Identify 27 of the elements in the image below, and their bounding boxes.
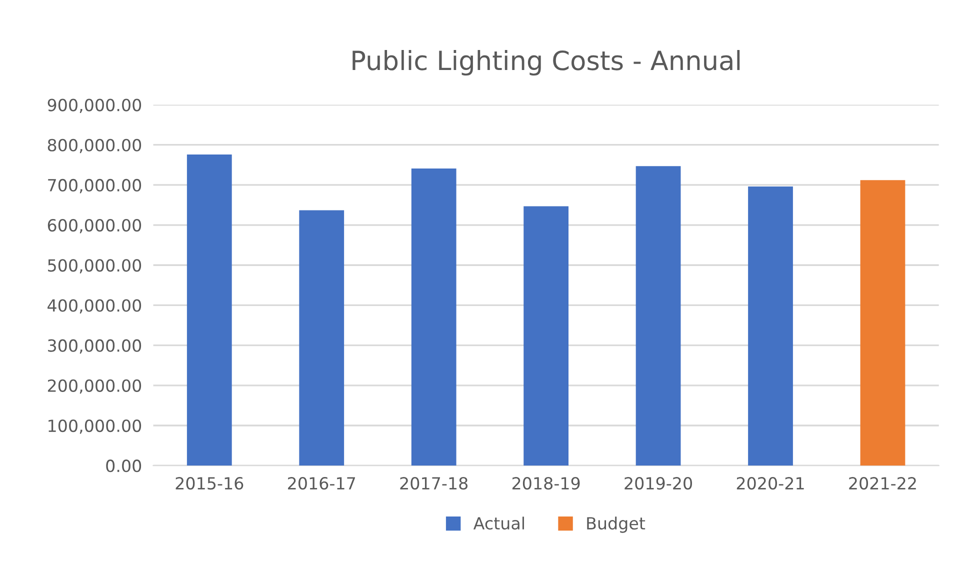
y-tick-label: 200,000.00 (48, 379, 142, 394)
y-tick-label: 100,000.00 (48, 419, 142, 434)
legend-label: Actual (473, 516, 524, 530)
y-tick-label: 900,000.00 (48, 98, 142, 114)
y-tick-label: 700,000.00 (48, 178, 142, 194)
bar (748, 186, 793, 466)
x-tick-label: 2017-18 (400, 477, 468, 490)
y-tick-label: 300,000.00 (48, 339, 142, 354)
y-tick-label: 800,000.00 (48, 138, 142, 154)
x-tick-label: 2016-17 (288, 477, 356, 490)
bar (524, 206, 569, 466)
x-tick-label: 2019-20 (624, 477, 692, 490)
bar (860, 180, 906, 466)
y-tick-label: 400,000.00 (48, 299, 142, 314)
chart-title: Public Lighting Costs - Annual (352, 50, 740, 76)
y-tick-label: 500,000.00 (48, 259, 142, 274)
y-tick-label: 600,000.00 (48, 219, 142, 234)
bar (636, 166, 681, 466)
bar (411, 168, 456, 466)
x-tick-label: 2015-16 (176, 477, 244, 490)
x-tick-label: 2021-22 (849, 477, 916, 490)
bar (186, 154, 232, 466)
y-tick-label: 0.00 (106, 460, 142, 472)
legend-label: Budget (587, 516, 646, 533)
x-tick-label: 2020-21 (736, 477, 804, 490)
x-tick-label: 2018-19 (512, 477, 580, 490)
bar (299, 210, 344, 466)
